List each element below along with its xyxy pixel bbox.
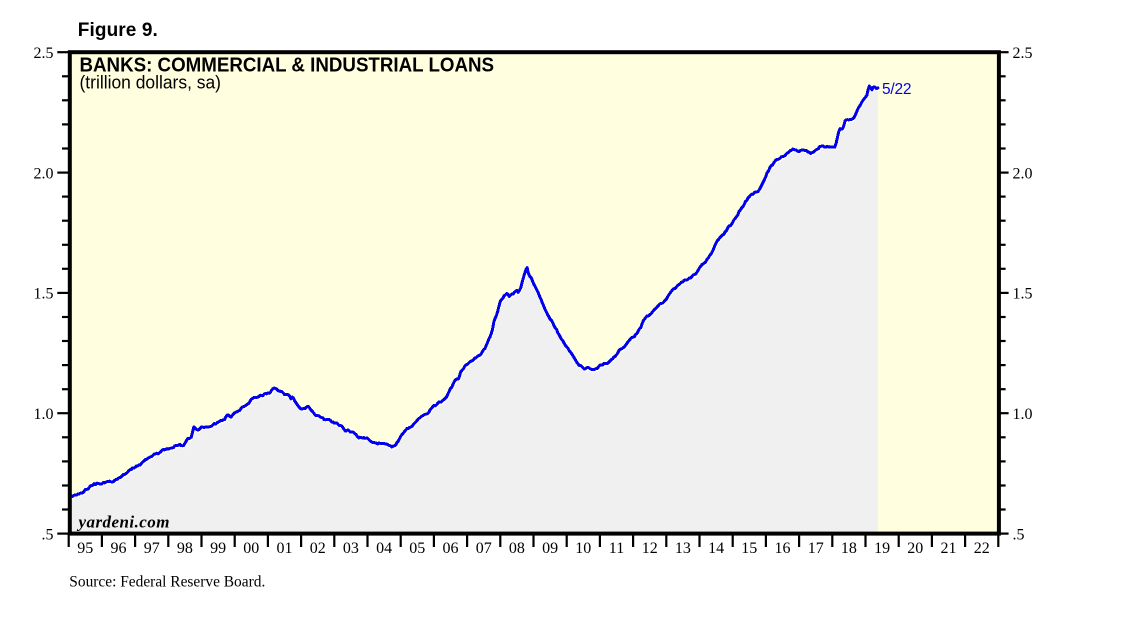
svg-text:(trillion dollars, sa): (trillion dollars, sa) — [80, 72, 222, 92]
svg-text:04: 04 — [376, 540, 392, 557]
svg-text:.5: .5 — [1013, 526, 1025, 543]
svg-text:yardeni.com: yardeni.com — [77, 512, 170, 531]
svg-text:19: 19 — [874, 540, 890, 557]
svg-text:01: 01 — [277, 540, 293, 557]
svg-text:05: 05 — [409, 540, 425, 557]
svg-text:15: 15 — [741, 540, 757, 557]
svg-text:14: 14 — [708, 540, 724, 557]
svg-text:1.5: 1.5 — [1013, 286, 1033, 303]
svg-text:16: 16 — [775, 540, 791, 557]
svg-text:1.0: 1.0 — [34, 406, 54, 423]
svg-text:.5: .5 — [42, 526, 54, 543]
svg-text:2.0: 2.0 — [34, 165, 54, 182]
svg-text:00: 00 — [243, 540, 259, 557]
svg-text:95: 95 — [77, 540, 93, 557]
svg-text:2.0: 2.0 — [1013, 165, 1033, 182]
svg-text:03: 03 — [343, 540, 359, 557]
svg-text:12: 12 — [642, 540, 658, 557]
svg-text:1.5: 1.5 — [34, 286, 54, 303]
svg-text:BANKS: COMMERCIAL & INDUSTRIAL: BANKS: COMMERCIAL & INDUSTRIAL LOANS — [80, 54, 495, 77]
svg-text:2.5: 2.5 — [34, 45, 54, 62]
svg-text:22: 22 — [974, 540, 990, 557]
svg-text:96: 96 — [111, 540, 127, 557]
svg-text:Figure 9.: Figure 9. — [78, 20, 158, 41]
svg-text:02: 02 — [310, 540, 326, 557]
svg-text:98: 98 — [177, 540, 193, 557]
svg-text:5/22: 5/22 — [882, 81, 912, 98]
svg-text:21: 21 — [941, 540, 957, 557]
svg-text:2.5: 2.5 — [1013, 45, 1033, 62]
svg-text:08: 08 — [509, 540, 525, 557]
svg-text:11: 11 — [609, 540, 624, 557]
svg-text:20: 20 — [907, 540, 923, 557]
svg-text:13: 13 — [675, 540, 691, 557]
svg-text:99: 99 — [210, 540, 226, 557]
svg-text:Source: Federal Reserve Board.: Source: Federal Reserve Board. — [69, 573, 265, 590]
svg-text:17: 17 — [808, 540, 824, 557]
svg-text:09: 09 — [542, 540, 558, 557]
svg-text:07: 07 — [476, 540, 492, 557]
svg-text:97: 97 — [144, 540, 160, 557]
svg-text:06: 06 — [443, 540, 459, 557]
svg-text:10: 10 — [575, 540, 591, 557]
svg-text:18: 18 — [841, 540, 857, 557]
svg-text:1.0: 1.0 — [1013, 406, 1033, 423]
